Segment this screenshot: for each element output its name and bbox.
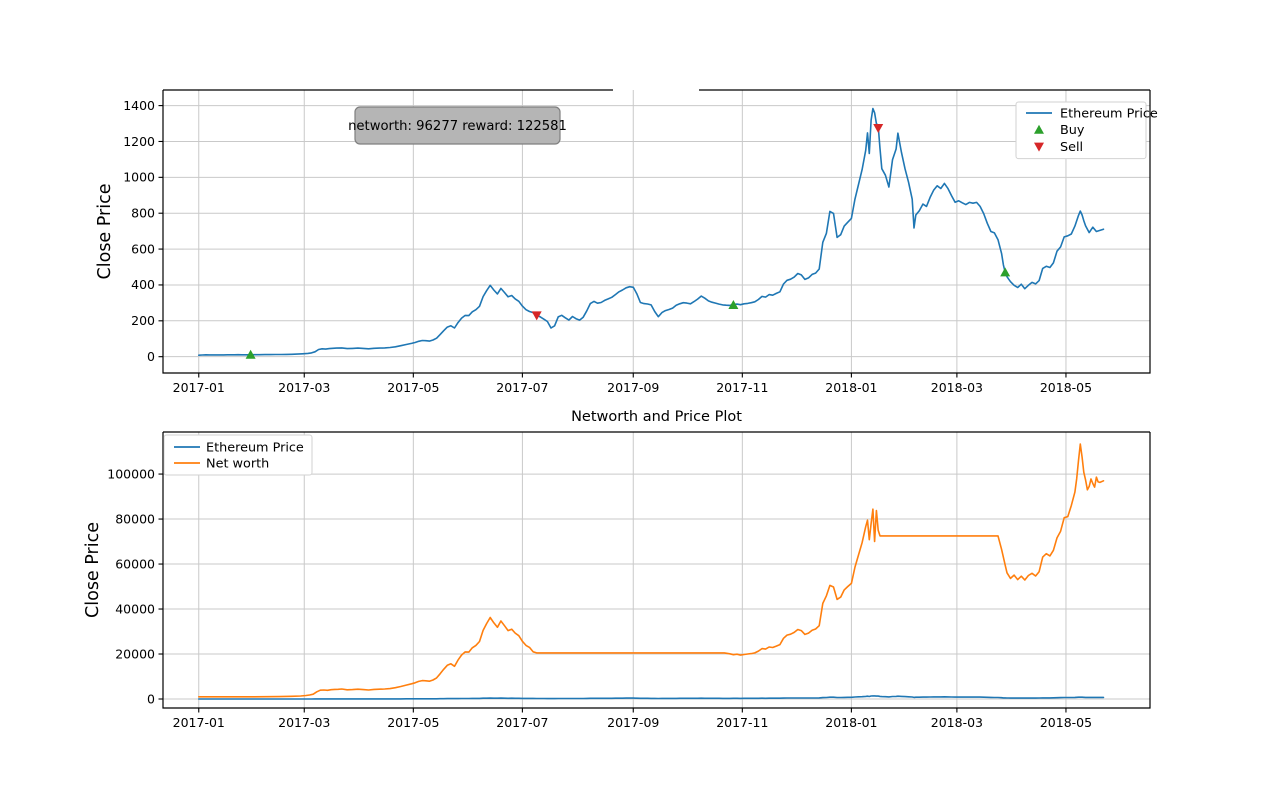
- networth-annotation: networth: 96277 reward: 122581: [348, 106, 567, 145]
- legend-label: Net worth: [206, 456, 269, 471]
- y-tick-label: 200: [131, 313, 155, 328]
- buy-marker-icon: [728, 300, 739, 310]
- x-tick-label: 2018-05: [1040, 715, 1092, 730]
- ethereum-price-line: [198, 695, 1105, 700]
- axis-ticks: 2017-01 2017-03 2017-05 2017-07 2017-09 2017-…: [123, 98, 1092, 395]
- y-tick-label: 100000: [107, 466, 155, 481]
- buy-marker-icon: [1000, 267, 1011, 277]
- buy-legend-icon: [1034, 124, 1044, 134]
- axis-ticks: 2017-01 2017-03 2017-05 2017-07 2017-09 2017-…: [107, 466, 1092, 730]
- y-tick-label: 80000: [115, 511, 155, 526]
- x-tick-label: 2017-01: [173, 380, 225, 395]
- networth-chart: 2017-01 2017-03 2017-05 2017-07 2017-09 2017-…: [83, 409, 1151, 730]
- y-tick-label: 40000: [115, 601, 155, 616]
- x-tick-label: 2017-09: [607, 715, 659, 730]
- x-tick-label: 2017-03: [278, 715, 330, 730]
- legend: Ethereum Price Buy Sell: [1015, 101, 1158, 160]
- sell-marker-icon: [873, 124, 884, 134]
- legend-box: [163, 434, 313, 476]
- annotation-text: networth: 96277 reward: 122581: [348, 119, 567, 134]
- net-worth-line: [198, 443, 1105, 698]
- x-tick-label: 2017-07: [496, 715, 548, 730]
- sell-legend-icon: [1034, 142, 1044, 152]
- y-tick-label: 20000: [115, 646, 155, 661]
- x-tick-label: 2018-01: [825, 380, 877, 395]
- y-tick-label: 0: [147, 349, 155, 364]
- y-tick-label: 1400: [123, 98, 155, 113]
- x-tick-label: 2018-05: [1040, 380, 1092, 395]
- x-tick-label: 2017-11: [716, 380, 768, 395]
- x-tick-label: 2017-11: [716, 715, 768, 730]
- x-tick-label: 2017-03: [278, 380, 330, 395]
- spine: [162, 432, 1151, 709]
- y-tick-label: 600: [131, 241, 155, 256]
- annotation-box: [354, 106, 561, 145]
- price-chart: 2017-01 2017-03 2017-05 2017-07 2017-09 2017-…: [95, 89, 1158, 395]
- axes-spines: [162, 89, 1151, 374]
- y-tick-label: 1000: [123, 170, 155, 185]
- grid: [163, 90, 1150, 373]
- x-tick-label: 2017-05: [387, 715, 439, 730]
- y-tick-label: 800: [131, 206, 155, 221]
- x-tick-label: 2017-09: [607, 380, 659, 395]
- x-tick-label: 2018-03: [931, 715, 983, 730]
- axes-spines: [162, 431, 1151, 709]
- legend-label: Ethereum Price: [206, 440, 304, 455]
- x-tick-label: 2017-05: [387, 380, 439, 395]
- legend-label: Sell: [1060, 140, 1083, 155]
- legend-label: Buy: [1060, 123, 1085, 138]
- y-axis-label: Close Price: [95, 184, 115, 280]
- x-tick-label: 2017-01: [173, 715, 225, 730]
- y-tick-label: 0: [147, 691, 155, 706]
- y-tick-label: 1200: [123, 134, 155, 149]
- y-tick-label: 400: [131, 277, 155, 292]
- x-tick-label: 2018-01: [825, 715, 877, 730]
- x-tick-label: 2017-07: [496, 380, 548, 395]
- y-axis-label: Close Price: [83, 522, 103, 618]
- ethereum-price-line: [198, 107, 1105, 357]
- spine: [162, 90, 1151, 374]
- buy-marker-icon: [245, 349, 256, 359]
- sell-marker-icon: [531, 311, 542, 321]
- y-tick-label: 60000: [115, 556, 155, 571]
- legend-label: Ethereum Price: [1060, 106, 1158, 121]
- x-tick-label: 2018-03: [931, 380, 983, 395]
- chart-title: Networth and Price Plot: [571, 409, 742, 425]
- legend-box: [1015, 101, 1147, 160]
